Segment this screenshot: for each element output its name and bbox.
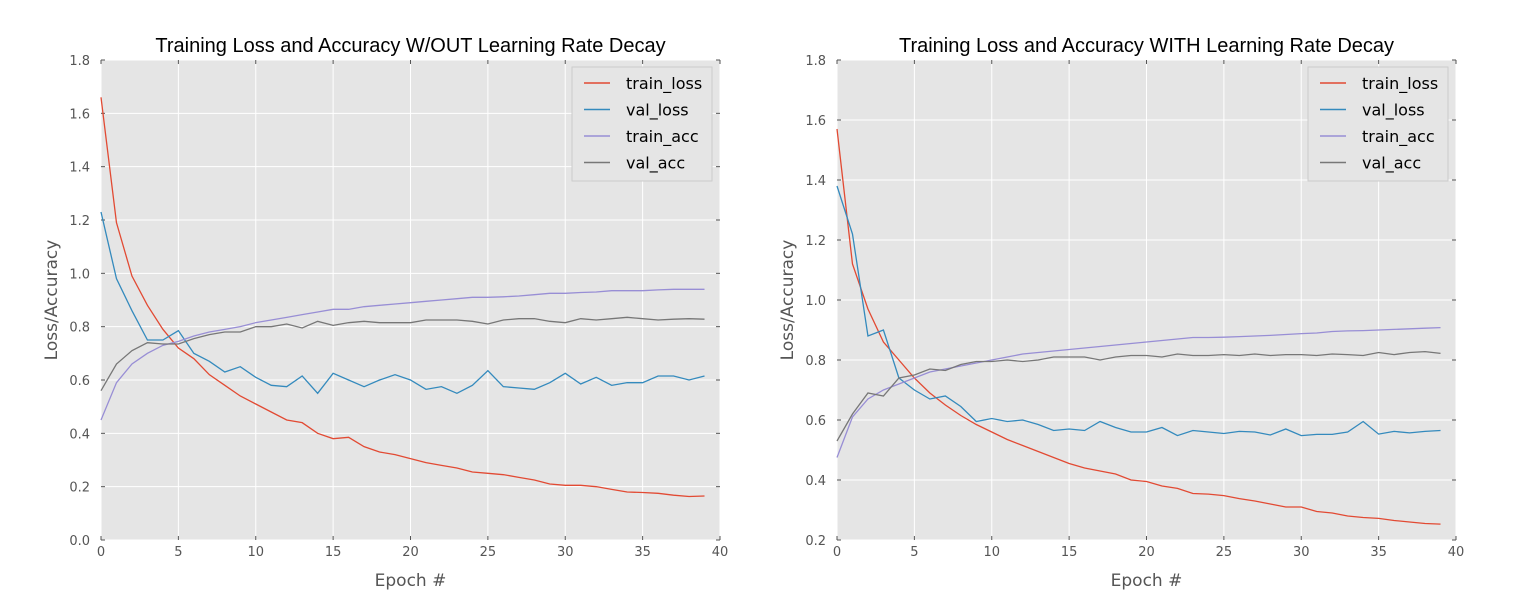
x-tick-label: 25 — [480, 545, 497, 560]
y-tick-label: 0.2 — [69, 481, 90, 496]
x-tick-label: 10 — [247, 545, 264, 560]
x-axis-label: Epoch # — [1111, 571, 1183, 591]
legend-label: train_acc — [626, 127, 699, 147]
legend-label: val_loss — [1362, 101, 1425, 121]
series-line-train_acc — [100, 288, 705, 421]
x-tick-label: 35 — [634, 545, 651, 560]
series-line-val_acc — [836, 350, 1441, 442]
y-tick-label: 0.6 — [69, 374, 90, 389]
x-tick-label: 25 — [1216, 545, 1233, 560]
series-line-val_loss — [836, 185, 1441, 437]
x-tick-label: 20 — [402, 545, 419, 560]
series-line-val_loss — [100, 211, 705, 395]
legend-label: val_acc — [626, 154, 685, 174]
x-tick-label: 15 — [325, 545, 342, 560]
y-tick-label: 1.2 — [805, 234, 826, 249]
y-tick-label: 1.8 — [69, 54, 90, 69]
y-tick-label: 1.6 — [69, 107, 90, 122]
y-tick-label: 1.8 — [805, 54, 826, 69]
y-tick-label: 1.0 — [805, 294, 826, 309]
y-tick-label: 0.8 — [69, 321, 90, 336]
y-axis-label: Loss/Accuracy — [778, 240, 798, 361]
x-axis-label: Epoch # — [375, 571, 447, 591]
x-tick-label: 35 — [1370, 545, 1387, 560]
y-tick-label: 0.4 — [69, 427, 90, 442]
y-axis-label: Loss/Accuracy — [42, 240, 62, 361]
series-line-train_loss — [100, 97, 705, 498]
legend: train_loss val_loss train_acc val_acc — [571, 66, 713, 182]
x-tick-label: 0 — [97, 545, 105, 560]
x-tick-label: 40 — [712, 545, 729, 560]
series-line-train_acc — [836, 326, 1441, 458]
x-tick-label: 5 — [174, 545, 182, 560]
legend-label: val_loss — [626, 101, 689, 121]
chart-title: Training Loss and Accuracy WITH Learning… — [899, 35, 1394, 57]
x-tick-label: 10 — [983, 545, 1000, 560]
x-tick-label: 0 — [833, 545, 841, 560]
y-tick-label: 1.4 — [805, 174, 826, 189]
x-tick-label: 15 — [1061, 545, 1078, 560]
series-line-train_loss — [836, 128, 1441, 525]
x-tick-label: 20 — [1138, 545, 1155, 560]
y-tick-label: 1.2 — [69, 214, 90, 229]
y-tick-label: 1.0 — [69, 267, 90, 282]
y-tick-label: 0.0 — [69, 534, 90, 549]
legend: train_loss val_loss train_acc val_acc — [1307, 66, 1449, 182]
legend-label: val_acc — [1362, 154, 1421, 174]
chart-2: 0 5 10 15 20 25 30 35 40 0.2 0.4 0.6 0.8 1.0 1.2 1.4 1.6… — [778, 35, 1464, 591]
chart-1: 0 5 10 15 20 25 30 35 40 0.0 0.2 0.4 0.6 0.8 1.0 1.2 1.4… — [42, 35, 728, 591]
y-tick-label: 0.6 — [805, 414, 826, 429]
x-tick-label: 5 — [910, 545, 918, 560]
legend-label: train_loss — [626, 74, 702, 94]
y-tick-label: 0.8 — [805, 354, 826, 369]
legend-label: train_loss — [1362, 74, 1438, 94]
series-line-val_acc — [100, 316, 705, 391]
legend-label: train_acc — [1362, 127, 1435, 147]
x-tick-label: 30 — [1293, 545, 1310, 560]
x-tick-label: 40 — [1448, 545, 1465, 560]
x-tick-label: 30 — [557, 545, 574, 560]
y-tick-label: 1.4 — [69, 161, 90, 176]
chart-title: Training Loss and Accuracy W/OUT Learnin… — [155, 35, 665, 57]
y-tick-label: 0.2 — [805, 534, 826, 549]
y-tick-label: 1.6 — [805, 114, 826, 129]
y-tick-label: 0.4 — [805, 474, 826, 489]
